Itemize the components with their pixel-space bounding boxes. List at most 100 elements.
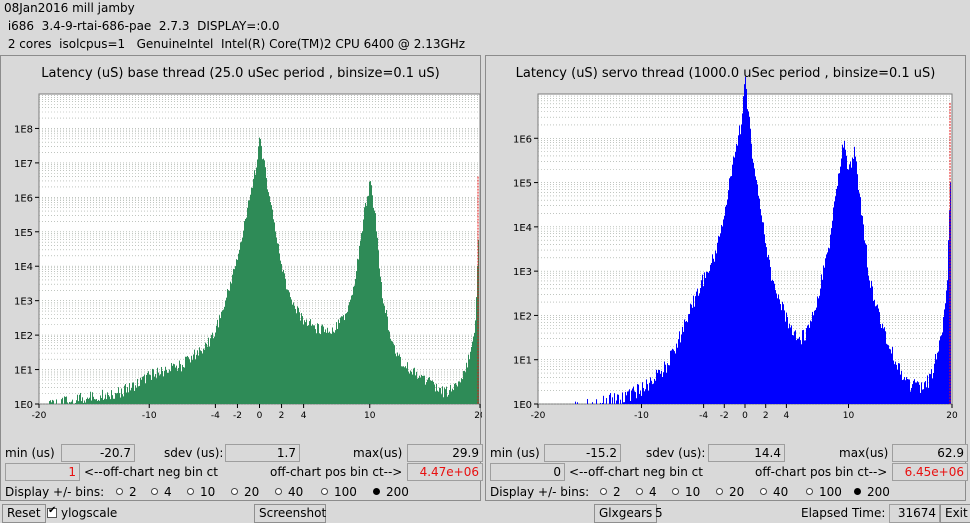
histogram-bar xyxy=(165,366,166,404)
histogram-bar xyxy=(825,258,826,404)
histogram-bar xyxy=(231,283,232,404)
histogram-bar xyxy=(617,394,618,404)
histogram-bar xyxy=(886,343,887,404)
histogram-bar xyxy=(198,355,199,404)
bins-radio-20[interactable]: 20 xyxy=(716,485,744,499)
histogram-bar xyxy=(441,394,442,404)
histogram-bar xyxy=(147,372,148,404)
histogram-bar xyxy=(834,201,835,404)
histogram-bar xyxy=(645,389,646,404)
histogram-bar xyxy=(289,292,290,404)
histogram-bar xyxy=(454,383,455,404)
bins-radio-40[interactable]: 40 xyxy=(275,485,303,499)
histogram-bar xyxy=(420,377,421,404)
histogram-bar xyxy=(809,327,810,404)
histogram-bar xyxy=(947,280,948,404)
exit-button[interactable]: Exit xyxy=(940,504,970,523)
histogram-bar xyxy=(747,109,748,405)
histogram-bar xyxy=(696,291,697,404)
y-tick-label: 1E2 xyxy=(513,311,532,322)
ylogscale-checkbox[interactable]: ylogscale xyxy=(47,505,117,520)
reset-button[interactable]: Reset xyxy=(2,504,46,523)
histogram-bar xyxy=(298,307,299,404)
histogram-bar xyxy=(870,287,871,404)
histogram-bar xyxy=(437,390,438,404)
bottom-toolbar: Reset ylogscale Screenshot Glxgears 5 El… xyxy=(0,503,970,523)
histogram-bar xyxy=(100,395,101,404)
bins-radio-200[interactable]: 200 xyxy=(854,485,890,499)
histogram-bar xyxy=(343,315,344,404)
bins-radio-200[interactable]: 200 xyxy=(373,485,409,499)
histogram-bar xyxy=(811,321,812,404)
histogram-bar xyxy=(661,370,662,404)
histogram-bar xyxy=(228,290,229,404)
histogram-bar xyxy=(439,387,440,404)
histogram-bar xyxy=(757,184,758,404)
histogram-bar xyxy=(860,197,861,404)
histogram-bar xyxy=(77,394,78,404)
histogram-bar xyxy=(730,176,731,404)
histogram-bar xyxy=(104,398,105,404)
histogram-bar xyxy=(684,319,685,404)
histogram-bar xyxy=(177,370,178,404)
screenshot-button[interactable]: Screenshot xyxy=(254,504,326,523)
bins-radio-10[interactable]: 10 xyxy=(187,485,215,499)
histogram-bar xyxy=(132,382,133,404)
histogram-bar xyxy=(575,401,576,404)
histogram-bar xyxy=(262,159,263,404)
sdev-label: sdev (us): xyxy=(646,446,706,460)
y-tick-label: 1E1 xyxy=(513,356,532,367)
histogram-bar xyxy=(577,402,578,404)
radio-icon xyxy=(321,488,328,495)
histogram-bar xyxy=(79,394,80,404)
bins-radio-10[interactable]: 10 xyxy=(672,485,700,499)
histogram-bar xyxy=(383,303,384,404)
histogram-bar xyxy=(70,402,71,404)
histogram-bar xyxy=(332,327,333,404)
histogram-bar xyxy=(625,391,626,404)
histogram-bar xyxy=(205,342,206,404)
histogram-bar xyxy=(143,376,144,404)
bins-radio-100[interactable]: 100 xyxy=(321,485,357,499)
histogram-bar xyxy=(284,273,285,404)
histogram-bar xyxy=(191,355,192,404)
bins-radio-4[interactable]: 4 xyxy=(636,485,657,499)
bins-radio-2[interactable]: 2 xyxy=(116,485,137,499)
bins-radio-4[interactable]: 4 xyxy=(151,485,172,499)
histogram-bars xyxy=(49,137,479,404)
histogram-bar xyxy=(294,305,295,404)
histogram-bar xyxy=(96,398,97,404)
y-tick-label: 1E3 xyxy=(513,267,532,278)
bins-radio-40[interactable]: 40 xyxy=(760,485,788,499)
bins-radio-20[interactable]: 20 xyxy=(231,485,259,499)
neg-bin-count: 1 xyxy=(5,463,80,481)
histogram-bar xyxy=(719,236,720,404)
histogram-bar xyxy=(912,384,913,404)
histogram-bar xyxy=(156,378,157,404)
histogram-bar xyxy=(883,328,884,404)
histogram-bar xyxy=(425,384,426,404)
histogram-bar xyxy=(250,194,251,404)
histogram-bar xyxy=(917,381,918,404)
histogram-bar xyxy=(683,331,684,404)
histogram-bar xyxy=(348,305,349,404)
radio-icon xyxy=(275,488,282,495)
histogram-bar xyxy=(913,380,914,404)
histogram-bar xyxy=(777,298,778,404)
histogram-bar xyxy=(237,259,238,404)
histogram-bar xyxy=(295,308,296,404)
bins-radio-2[interactable]: 2 xyxy=(600,485,621,499)
histogram-bar xyxy=(943,316,944,404)
histogram-bar xyxy=(931,369,932,404)
histogram-bar xyxy=(179,360,180,404)
histogram-bar xyxy=(603,395,604,404)
histogram-bar xyxy=(821,274,822,404)
glxgears-button[interactable]: Glxgears xyxy=(594,504,658,523)
histogram-bar xyxy=(334,332,335,404)
histogram-bar xyxy=(720,233,721,404)
histogram-bar xyxy=(831,228,832,404)
histogram-bar xyxy=(126,392,127,404)
bins-radio-100[interactable]: 100 xyxy=(806,485,842,499)
histogram-bar xyxy=(866,244,867,404)
